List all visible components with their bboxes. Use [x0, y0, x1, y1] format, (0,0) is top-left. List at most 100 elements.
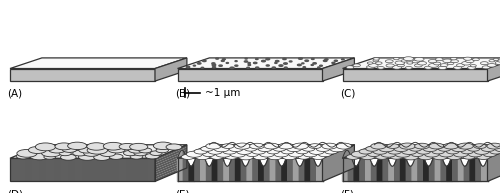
- Circle shape: [480, 62, 488, 65]
- Circle shape: [198, 63, 201, 64]
- Circle shape: [30, 152, 50, 160]
- Circle shape: [214, 146, 230, 152]
- Circle shape: [458, 143, 473, 149]
- Circle shape: [68, 142, 87, 150]
- Polygon shape: [68, 158, 75, 181]
- Text: (C): (C): [340, 89, 355, 99]
- Circle shape: [36, 143, 56, 151]
- Circle shape: [124, 150, 138, 156]
- Circle shape: [245, 58, 247, 59]
- Circle shape: [428, 63, 438, 67]
- Circle shape: [216, 58, 218, 59]
- Polygon shape: [488, 145, 500, 181]
- Polygon shape: [32, 158, 39, 181]
- Circle shape: [298, 64, 301, 66]
- Circle shape: [484, 152, 496, 157]
- Circle shape: [454, 152, 468, 157]
- Circle shape: [279, 65, 283, 66]
- Circle shape: [290, 61, 292, 62]
- Circle shape: [78, 153, 96, 160]
- Circle shape: [230, 151, 246, 157]
- Circle shape: [376, 154, 388, 159]
- Circle shape: [234, 143, 250, 149]
- Circle shape: [244, 61, 248, 62]
- Circle shape: [252, 149, 266, 154]
- Polygon shape: [464, 157, 470, 181]
- Circle shape: [464, 57, 472, 60]
- Circle shape: [359, 149, 372, 154]
- Circle shape: [482, 66, 490, 69]
- Polygon shape: [224, 162, 230, 181]
- Circle shape: [394, 58, 399, 60]
- Circle shape: [316, 146, 330, 152]
- Circle shape: [130, 154, 143, 159]
- Circle shape: [230, 67, 234, 69]
- Circle shape: [412, 60, 420, 63]
- Circle shape: [223, 149, 236, 154]
- Polygon shape: [155, 166, 187, 181]
- Circle shape: [474, 144, 486, 148]
- Circle shape: [254, 62, 257, 63]
- Polygon shape: [46, 158, 54, 181]
- Polygon shape: [282, 155, 288, 181]
- Polygon shape: [322, 145, 354, 181]
- Polygon shape: [406, 160, 412, 181]
- Circle shape: [288, 152, 303, 157]
- Polygon shape: [348, 151, 354, 181]
- Polygon shape: [294, 155, 300, 181]
- Polygon shape: [24, 158, 32, 181]
- Circle shape: [466, 59, 474, 63]
- Polygon shape: [10, 58, 187, 69]
- Polygon shape: [155, 147, 187, 163]
- Polygon shape: [316, 158, 322, 181]
- Polygon shape: [258, 158, 264, 181]
- Circle shape: [450, 60, 458, 63]
- Circle shape: [100, 151, 116, 157]
- Circle shape: [298, 155, 310, 159]
- Circle shape: [424, 151, 439, 157]
- Polygon shape: [276, 157, 282, 181]
- Circle shape: [186, 151, 202, 157]
- Circle shape: [373, 58, 380, 60]
- Circle shape: [428, 59, 437, 63]
- Polygon shape: [39, 158, 46, 181]
- Circle shape: [434, 62, 441, 65]
- Polygon shape: [82, 158, 90, 181]
- Circle shape: [436, 58, 443, 61]
- Circle shape: [404, 57, 413, 61]
- Polygon shape: [264, 153, 270, 181]
- Circle shape: [283, 58, 286, 60]
- Circle shape: [219, 65, 222, 66]
- Circle shape: [380, 151, 396, 157]
- Circle shape: [360, 154, 374, 160]
- Polygon shape: [212, 150, 218, 181]
- Circle shape: [268, 154, 282, 160]
- Circle shape: [250, 143, 264, 149]
- Circle shape: [490, 149, 500, 154]
- Polygon shape: [200, 150, 206, 181]
- Polygon shape: [10, 69, 155, 81]
- Circle shape: [286, 146, 302, 152]
- Circle shape: [260, 151, 274, 157]
- Polygon shape: [155, 159, 187, 174]
- Circle shape: [253, 154, 268, 160]
- Circle shape: [166, 144, 182, 150]
- Circle shape: [196, 154, 209, 160]
- Circle shape: [308, 144, 321, 148]
- Circle shape: [452, 146, 466, 152]
- Circle shape: [266, 65, 270, 66]
- Polygon shape: [342, 150, 348, 181]
- Circle shape: [438, 66, 446, 69]
- Circle shape: [406, 62, 413, 64]
- Circle shape: [468, 152, 482, 157]
- Circle shape: [138, 148, 152, 153]
- Polygon shape: [178, 145, 354, 158]
- Polygon shape: [178, 69, 322, 81]
- Circle shape: [367, 62, 373, 64]
- Circle shape: [154, 142, 172, 150]
- Circle shape: [400, 143, 415, 149]
- Circle shape: [256, 58, 258, 59]
- Circle shape: [371, 143, 386, 149]
- Circle shape: [440, 64, 448, 67]
- Circle shape: [443, 59, 452, 63]
